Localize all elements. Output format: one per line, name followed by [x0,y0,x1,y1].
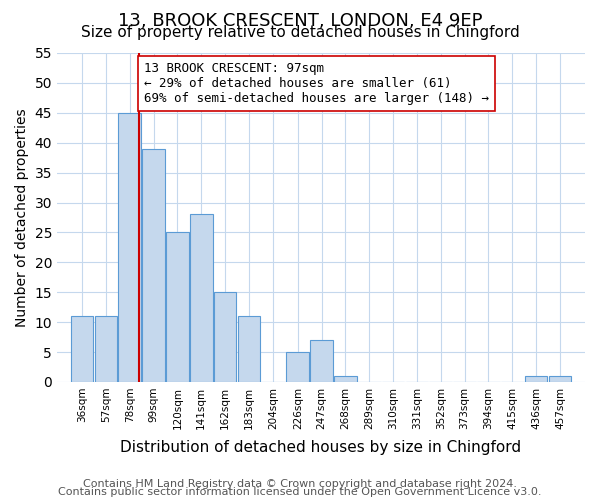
Text: Contains public sector information licensed under the Open Government Licence v3: Contains public sector information licen… [58,487,542,497]
Bar [238,316,260,382]
Text: Size of property relative to detached houses in Chingford: Size of property relative to detached ho… [80,25,520,40]
Bar [286,352,309,382]
Text: Contains HM Land Registry data © Crown copyright and database right 2024.: Contains HM Land Registry data © Crown c… [83,479,517,489]
Text: 13, BROOK CRESCENT, LONDON, E4 9EP: 13, BROOK CRESCENT, LONDON, E4 9EP [118,12,482,30]
Bar [548,376,571,382]
Bar [118,113,141,382]
Bar [142,148,165,382]
Bar [525,376,547,382]
Bar [190,214,212,382]
Text: 13 BROOK CRESCENT: 97sqm
← 29% of detached houses are smaller (61)
69% of semi-d: 13 BROOK CRESCENT: 97sqm ← 29% of detach… [144,62,489,105]
Bar [334,376,357,382]
Bar [95,316,117,382]
Bar [214,292,236,382]
X-axis label: Distribution of detached houses by size in Chingford: Distribution of detached houses by size … [121,440,521,455]
Y-axis label: Number of detached properties: Number of detached properties [15,108,29,327]
Bar [310,340,333,382]
Bar [166,232,189,382]
Bar [71,316,94,382]
